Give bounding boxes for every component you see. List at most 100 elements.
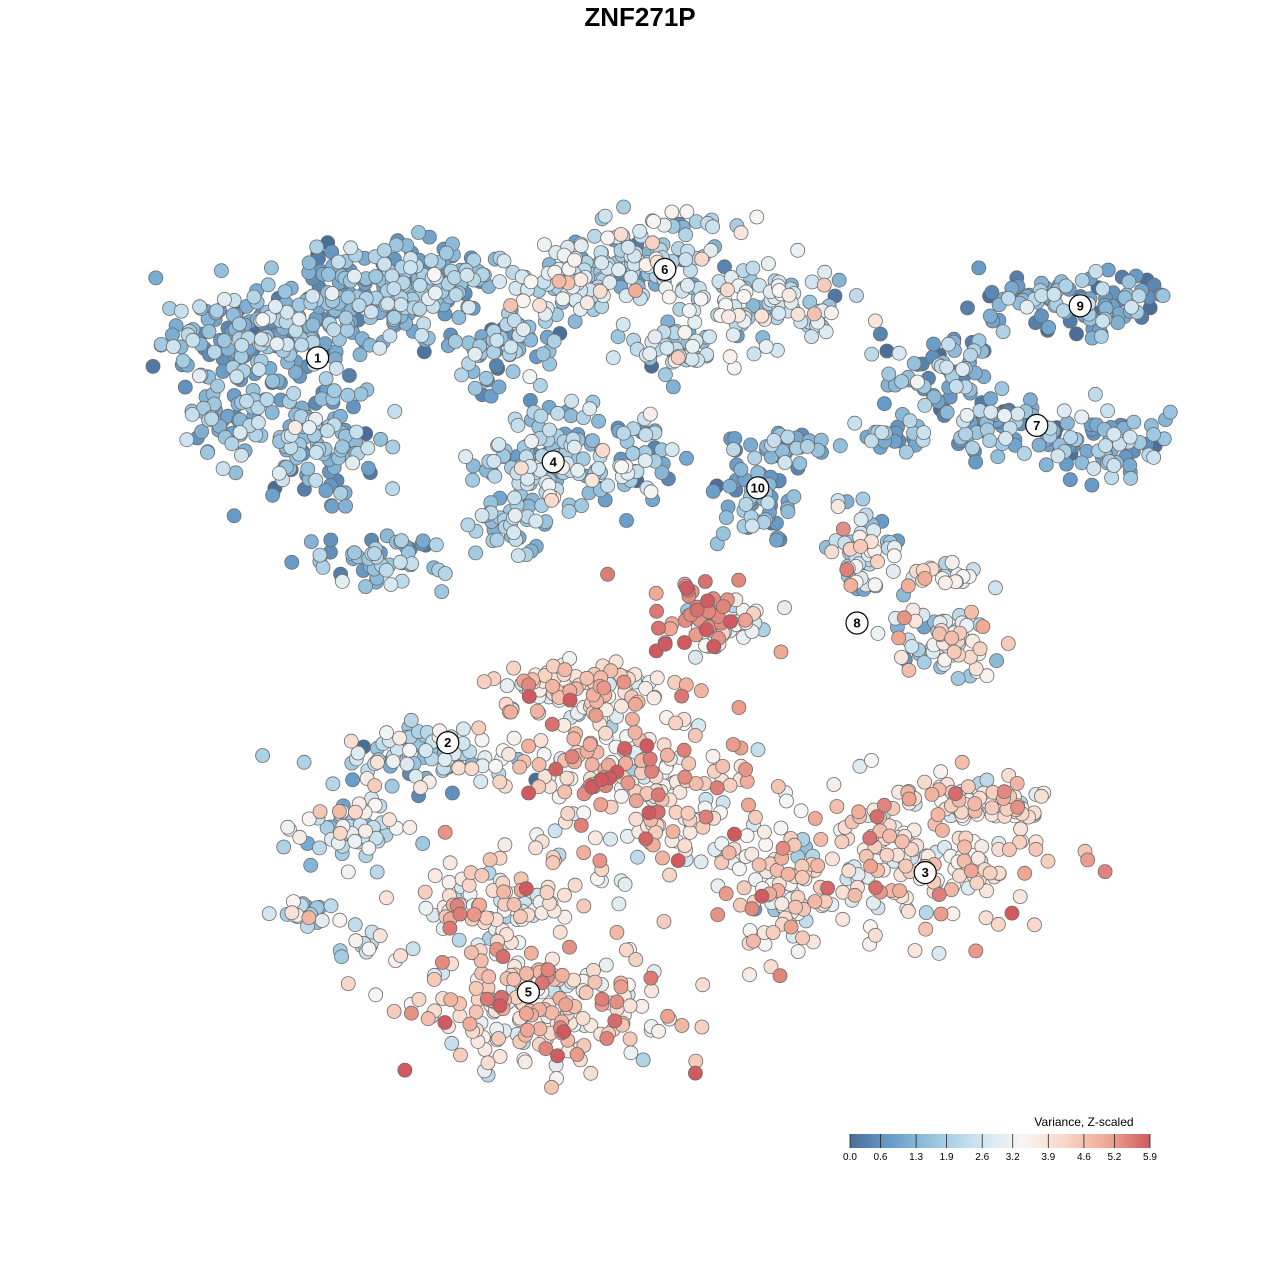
data-point <box>533 378 548 393</box>
data-point <box>963 863 979 879</box>
data-point <box>807 811 823 826</box>
data-point <box>474 508 490 523</box>
cluster-label-text: 5 <box>525 985 532 1000</box>
data-point <box>619 942 634 958</box>
data-point <box>358 579 374 594</box>
data-point <box>656 914 672 929</box>
data-point <box>339 322 355 338</box>
data-point <box>253 331 269 347</box>
data-point <box>564 393 579 409</box>
data-point <box>665 824 681 839</box>
colorbar-tick-label: 4.6 <box>1077 1152 1091 1163</box>
data-point <box>944 555 960 570</box>
data-point <box>1088 386 1103 402</box>
data-point <box>765 925 781 940</box>
data-point <box>537 237 552 253</box>
data-point <box>468 981 484 996</box>
data-point <box>622 998 638 1014</box>
data-point <box>324 498 340 514</box>
data-point <box>177 379 193 395</box>
data-point <box>869 809 885 824</box>
data-point <box>437 824 453 840</box>
data-point <box>937 575 953 591</box>
data-point <box>988 580 1003 596</box>
data-point <box>420 1011 436 1027</box>
data-point <box>960 779 976 795</box>
data-point <box>600 230 616 246</box>
data-point <box>975 619 991 634</box>
data-point <box>447 270 462 286</box>
data-point <box>415 836 431 851</box>
data-point <box>804 329 819 345</box>
data-point <box>891 345 907 361</box>
data-point <box>644 764 659 779</box>
data-point <box>939 359 954 375</box>
data-point <box>255 748 271 763</box>
data-point <box>935 823 950 838</box>
data-point <box>564 749 580 765</box>
data-point <box>647 329 663 345</box>
cluster-label-7: 7 <box>1025 413 1049 437</box>
data-point <box>233 447 249 463</box>
data-point <box>347 804 363 820</box>
data-point <box>403 712 419 728</box>
data-point <box>603 831 618 847</box>
data-point <box>894 834 910 850</box>
cluster-label-badge <box>913 860 937 885</box>
data-point <box>486 453 502 469</box>
cluster-label-text: 7 <box>1033 418 1040 433</box>
data-point <box>352 347 368 363</box>
data-point <box>982 433 997 449</box>
data-point <box>990 449 1006 465</box>
data-point <box>468 1004 484 1020</box>
colorbar-tick-label: 5.2 <box>1107 1152 1121 1163</box>
data-point <box>259 392 275 408</box>
data-point <box>426 972 442 987</box>
data-point <box>777 600 792 616</box>
data-point <box>1060 415 1075 431</box>
data-point <box>319 423 335 439</box>
data-point <box>1123 470 1139 486</box>
data-point <box>312 804 328 819</box>
data-point <box>372 340 388 356</box>
data-point <box>721 309 736 325</box>
data-point <box>426 266 442 282</box>
data-point <box>533 733 549 748</box>
data-point <box>539 885 555 900</box>
data-point <box>210 378 226 394</box>
data-point <box>267 298 283 314</box>
data-point <box>588 830 603 846</box>
data-point <box>851 804 867 820</box>
data-point <box>492 774 508 790</box>
data-point <box>674 688 689 704</box>
data-point <box>1009 776 1025 791</box>
data-point <box>286 385 302 401</box>
data-point <box>969 875 985 891</box>
data-point <box>1074 409 1090 425</box>
data-point <box>358 823 373 839</box>
data-point <box>868 313 883 329</box>
data-point <box>516 322 531 337</box>
cluster-label-badge <box>306 346 330 370</box>
cluster-label-badge <box>1068 294 1092 318</box>
cluster-label-text: 8 <box>853 616 860 631</box>
data-point <box>1017 865 1033 881</box>
data-point <box>384 778 400 794</box>
data-point <box>153 336 169 352</box>
data-point <box>550 1048 565 1064</box>
data-point <box>674 1018 690 1033</box>
data-point <box>312 547 328 563</box>
data-point <box>505 364 521 380</box>
data-point <box>605 350 621 366</box>
data-point <box>489 332 505 348</box>
data-point <box>503 704 519 720</box>
data-point <box>894 650 909 665</box>
data-point <box>476 674 492 689</box>
data-point <box>867 577 883 593</box>
data-point <box>544 1079 559 1095</box>
colorbar-tick-label: 1.9 <box>940 1152 954 1163</box>
data-point <box>630 849 645 865</box>
data-point <box>506 730 522 746</box>
data-point <box>941 336 956 352</box>
data-point <box>488 758 504 774</box>
